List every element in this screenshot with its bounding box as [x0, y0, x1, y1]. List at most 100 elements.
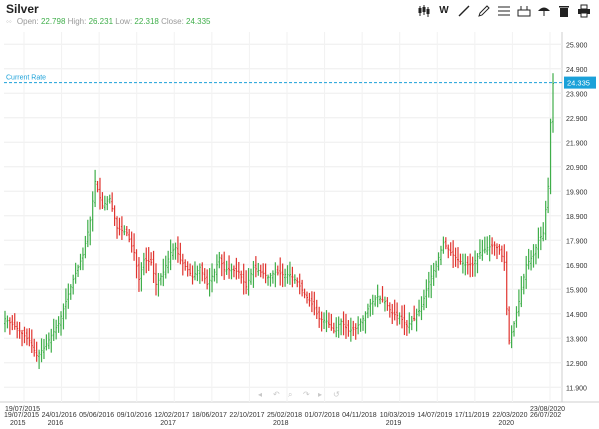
ohlc-bar [344, 313, 347, 339]
ohlc-bar [439, 245, 442, 266]
ohlc-bar [35, 341, 38, 362]
ohlc-bar [116, 216, 119, 239]
ohlc-bar [318, 306, 321, 328]
ohlc-bar [403, 304, 406, 336]
compare-icon[interactable] [517, 4, 531, 18]
ohlc-bar [337, 316, 340, 338]
draw-line-icon[interactable] [457, 4, 471, 18]
ohlc-bar [293, 274, 296, 284]
ohlc-bar [108, 194, 111, 204]
ohlc-bar [525, 255, 528, 289]
ohlc-bar [400, 305, 403, 329]
x-year-label: 2015 [10, 420, 26, 427]
ohlc-bar [84, 235, 87, 259]
reset-icon[interactable]: ↺ [333, 390, 340, 399]
open-label: Open: [16, 17, 39, 26]
ohlc-bar [203, 268, 206, 284]
next-icon[interactable]: ↷ [303, 390, 310, 399]
w-chart-type-icon[interactable]: W [437, 4, 451, 18]
ohlc-bar [60, 311, 63, 336]
ohlc-bar [315, 299, 318, 320]
ohlc-bar [364, 311, 367, 334]
ohlc-bar [420, 296, 423, 321]
ohlc-bar [11, 315, 14, 331]
ohlc-bar [271, 270, 274, 284]
ohlc-bar [133, 233, 136, 261]
ohlc-bar [427, 271, 430, 298]
ohlc-bar [145, 247, 148, 274]
ohlc-bar [33, 338, 36, 357]
ohlc-bar [415, 308, 418, 332]
umbrella-icon[interactable] [537, 4, 551, 18]
zoom-icon[interactable]: ⌕ [288, 390, 292, 399]
x-tick-label: 22/10/2017 [229, 412, 264, 419]
ohlc-bar [544, 200, 547, 241]
close-label: Close: [161, 17, 184, 26]
x-tick-label: 19/07/2015 [4, 412, 39, 419]
pencil-icon[interactable] [477, 4, 491, 18]
ohlc-bar [308, 292, 311, 307]
ohlc-bar [259, 264, 262, 278]
ohlc-bar [357, 316, 360, 335]
x-tick-label: 22/03/2020 [492, 412, 527, 419]
ohlc-bar [103, 195, 106, 211]
y-tick-label: 24.900 [566, 67, 588, 74]
candlestick-icon[interactable] [417, 4, 431, 18]
ohlc-bar [208, 268, 211, 297]
ohlc-bar [435, 260, 438, 278]
ohlc-bar [135, 249, 138, 279]
x-tick-label: 14/07/2019 [417, 412, 452, 419]
delete-icon[interactable] [557, 4, 571, 18]
ohlc-bar [47, 332, 50, 350]
ohlc-bar [306, 291, 309, 304]
x-year-label: 2016 [48, 420, 64, 427]
instrument-title: Silver [6, 2, 39, 16]
ohlc-bar [432, 262, 435, 286]
y-tick-label: 23.900 [566, 91, 588, 98]
first-icon[interactable]: ◂ [258, 390, 262, 399]
ohlc-bar [174, 242, 177, 260]
low-label: Low: [115, 17, 133, 26]
x-tick-label: 26/07/202 [530, 412, 561, 419]
ohlc-bar [147, 247, 150, 271]
ohlc-bar [201, 262, 204, 282]
x-tick-label: 24/01/2016 [42, 412, 77, 419]
ohlc-bar [242, 263, 245, 295]
ohlc-bar [547, 177, 550, 214]
ohlc-bar [422, 289, 425, 311]
ohlc-bar [72, 274, 75, 295]
range-start-label: 19/07/2015 [5, 406, 40, 413]
print-icon[interactable] [577, 4, 591, 18]
ohlc-bar [223, 251, 226, 280]
ohlc-bar [425, 279, 428, 309]
x-tick-label: 18/06/2017 [192, 412, 227, 419]
ohlc-bar [186, 261, 189, 277]
ohlc-bar [366, 303, 369, 319]
ohlc-bar [228, 255, 231, 279]
ohlc-bar [330, 313, 333, 331]
prev-icon[interactable]: ↶ [272, 390, 280, 399]
x-year-label: 2018 [273, 420, 289, 427]
x-tick-label: 12/02/2017 [154, 412, 189, 419]
indicators-icon[interactable] [497, 4, 511, 18]
ohlc-bar [167, 250, 170, 274]
last-icon[interactable]: ▸ [318, 390, 322, 399]
ohlc-bar [86, 219, 89, 248]
ohlc-bar [230, 263, 233, 280]
ohlc-bar [539, 226, 542, 251]
ohlc-bar [381, 286, 384, 303]
close-value: 24.335 [186, 17, 211, 26]
ohlc-bar [505, 251, 508, 316]
ohlc-bar [142, 252, 145, 276]
ohlc-bar [91, 191, 94, 232]
ohlc-bar [466, 256, 469, 275]
ohlc-bar [55, 319, 58, 340]
open-value: 22.798 [40, 17, 66, 26]
ohlc-bar [396, 302, 399, 326]
ohlc-bar [286, 265, 289, 284]
ohlc-bar [347, 320, 350, 337]
ohlc-bar [140, 262, 143, 292]
ohlc-bar [359, 318, 362, 332]
